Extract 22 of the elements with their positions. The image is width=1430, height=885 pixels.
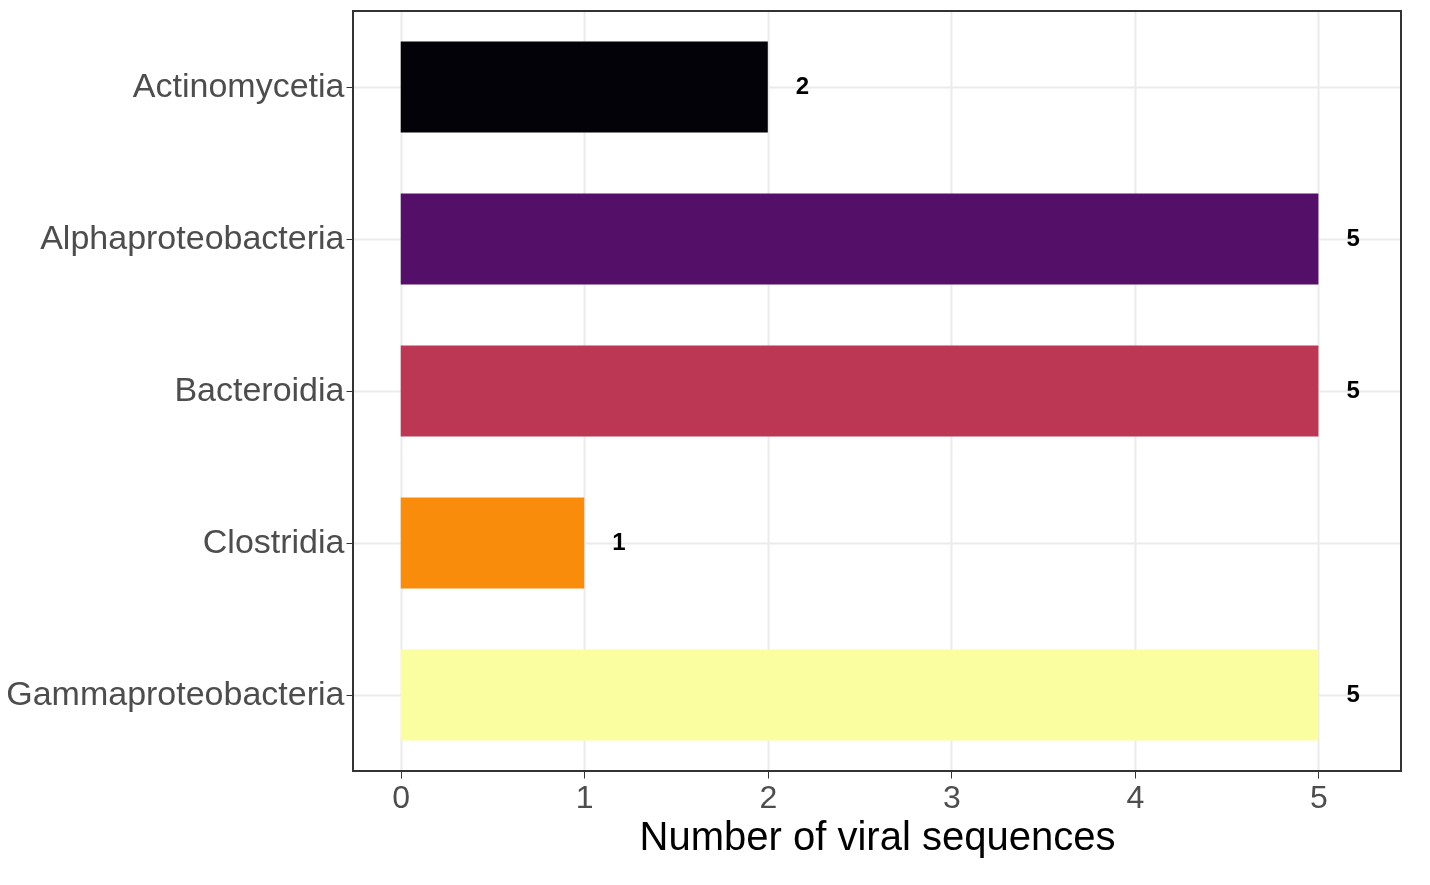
data-label: 1	[612, 528, 626, 555]
x-tick-label: 3	[942, 778, 961, 815]
y-tick-label: Actinomycetia	[132, 66, 345, 104]
data-label: 2	[795, 72, 810, 99]
x-tick-label: 2	[759, 778, 778, 815]
bar	[400, 41, 768, 133]
y-tick-label: Gammaproteobacteria	[6, 674, 345, 712]
y-tick-label: Alphaproteobacteria	[40, 218, 345, 256]
y-tick-label: Clostridia	[202, 522, 345, 560]
x-tick-label: 1	[575, 778, 594, 815]
bar	[400, 649, 1319, 741]
x-axis-title: Number of viral sequences	[639, 813, 1116, 858]
bar	[400, 193, 1319, 285]
data-label: 5	[1346, 376, 1360, 403]
bar	[400, 497, 585, 589]
y-tick-label: Bacteroidia	[174, 370, 345, 408]
x-tick-label: 5	[1310, 778, 1328, 815]
data-label: 5	[1346, 224, 1360, 251]
x-tick-label: 0	[392, 778, 411, 815]
bar	[400, 345, 1319, 437]
x-tick-label: 4	[1126, 778, 1145, 815]
data-label: 5	[1346, 680, 1360, 707]
